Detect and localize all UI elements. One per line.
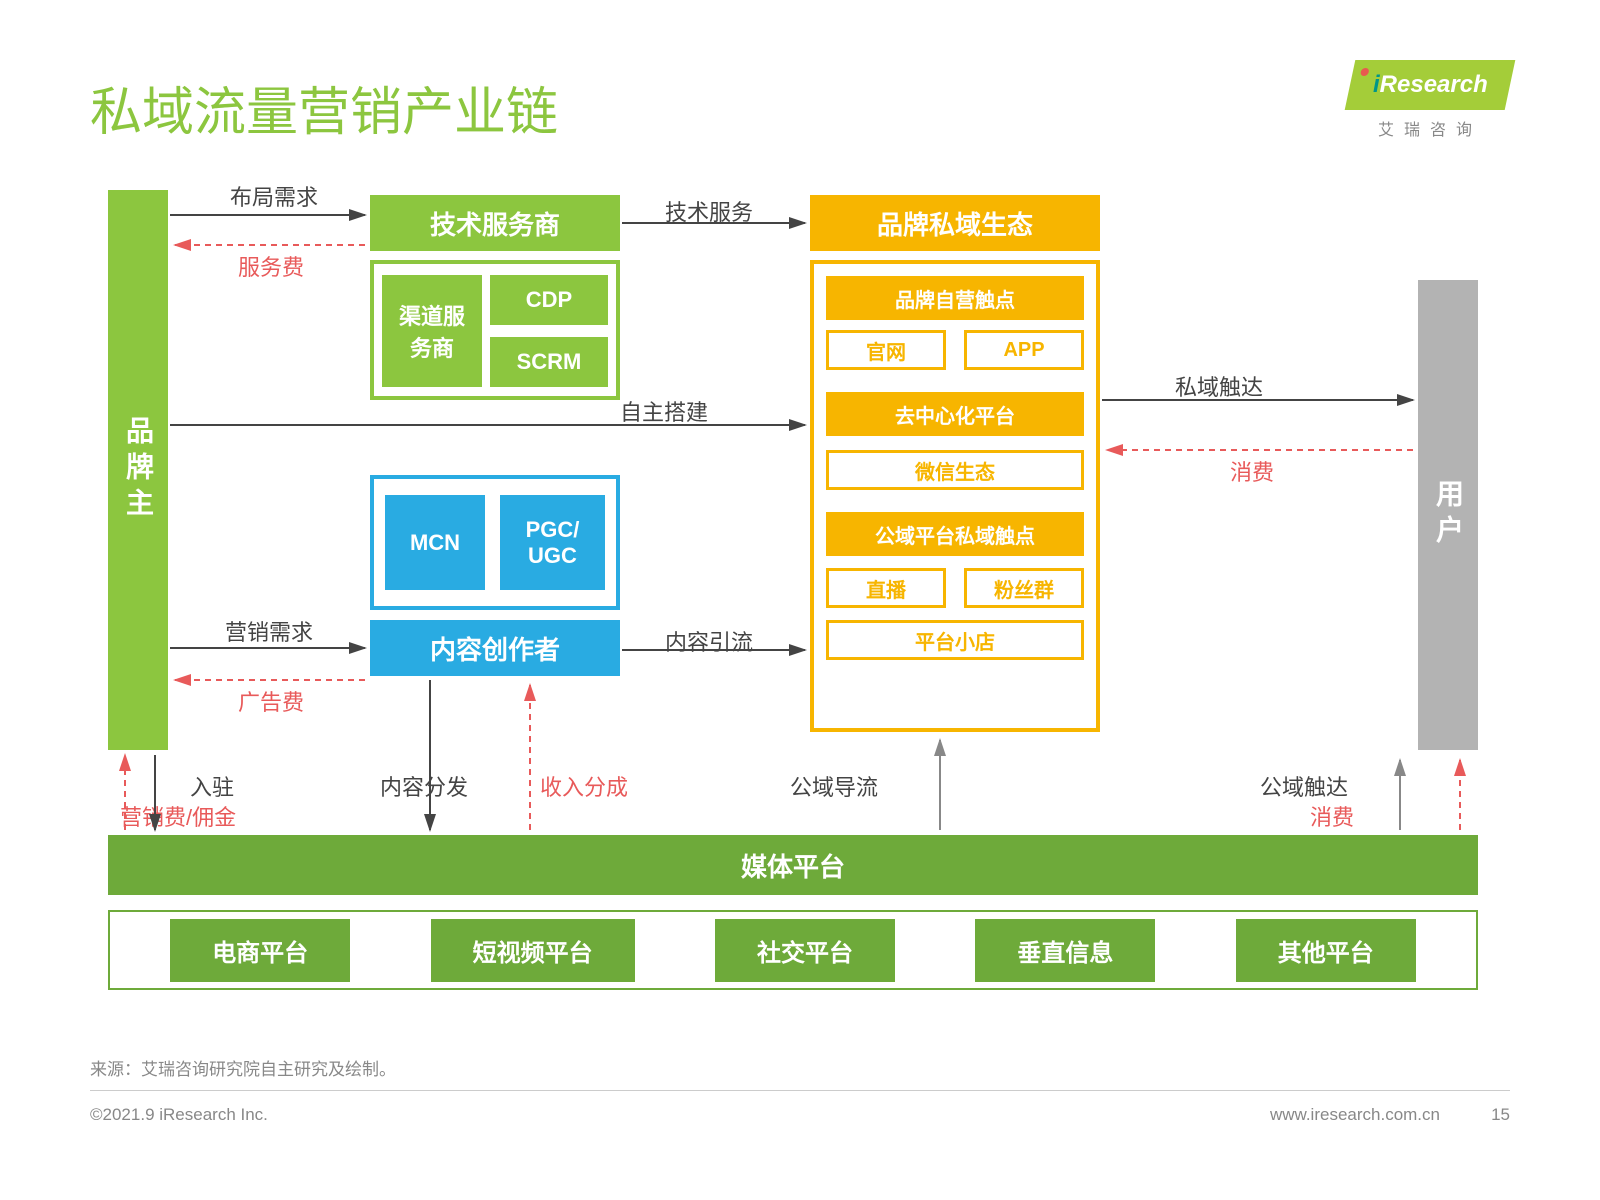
footer-divider [90,1090,1510,1091]
brand-owner-pillar: 品牌主 [108,190,168,750]
lbl-content-flow: 内容引流 [665,625,753,657]
fans: 粉丝群 [964,568,1084,608]
platform-other: 其他平台 [1236,919,1416,982]
lbl-private-reach: 私域触达 [1175,370,1263,402]
lbl-layout: 布局需求 [230,180,318,212]
logo: iResearch 艾瑞咨询 [1350,60,1510,140]
tech-provider-header: 技术服务商 [370,195,620,251]
lbl-fee-service: 服务费 [238,250,304,282]
creator-header: 内容创作者 [370,620,620,676]
source-note: 来源：艾瑞咨询研究院自主研究及绘制。 [90,1055,396,1080]
lbl-ad-fee: 广告费 [238,685,304,717]
mcn-box: MCN [385,495,485,590]
official-site: 官网 [826,330,946,370]
lbl-share: 收入分成 [540,770,628,802]
platform-ecommerce: 电商平台 [170,919,350,982]
media-platform-bar: 媒体平台 [108,835,1478,895]
channel-provider: 渠道服 务商 [382,275,482,387]
platforms-row: 电商平台 短视频平台 社交平台 垂直信息 其他平台 [108,910,1478,990]
lbl-self-build: 自主搭建 [620,395,708,427]
cdp-box: CDP [490,275,608,325]
public-touchpoint: 公域平台私域触点 [826,512,1084,556]
lbl-public-flow: 公域导流 [790,770,878,802]
pgc-ugc-box: PGC/ UGC [500,495,605,590]
platform-shortvideo: 短视频平台 [431,919,635,982]
user-pillar: 用户 [1418,280,1478,750]
lbl-entry-fee: 营销费/佣金 [120,800,236,832]
lbl-public-reach: 公域触达 [1260,770,1348,802]
shop: 平台小店 [826,620,1084,660]
eco-header: 品牌私域生态 [810,195,1100,251]
lbl-dist: 内容分发 [380,770,468,802]
wechat-eco: 微信生态 [826,450,1084,490]
site-url: www.iresearch.com.cn [1270,1105,1440,1125]
lbl-entry: 入驻 [190,770,234,802]
own-touchpoint: 品牌自营触点 [826,276,1084,320]
page-title: 私域流量营销产业链 [90,70,558,145]
app: APP [964,330,1084,370]
lbl-consume: 消费 [1230,455,1274,487]
platform-social: 社交平台 [715,919,895,982]
decentral-platform: 去中心化平台 [826,392,1084,436]
lbl-consume2: 消费 [1310,800,1354,832]
lbl-tech-service: 技术服务 [665,195,753,227]
platform-vertical: 垂直信息 [975,919,1155,982]
lbl-marketing: 营销需求 [225,615,313,647]
scrm-box: SCRM [490,337,608,387]
live: 直播 [826,568,946,608]
page-number: 15 [1491,1105,1510,1125]
copyright: ©2021.9 iResearch Inc. [90,1105,268,1125]
